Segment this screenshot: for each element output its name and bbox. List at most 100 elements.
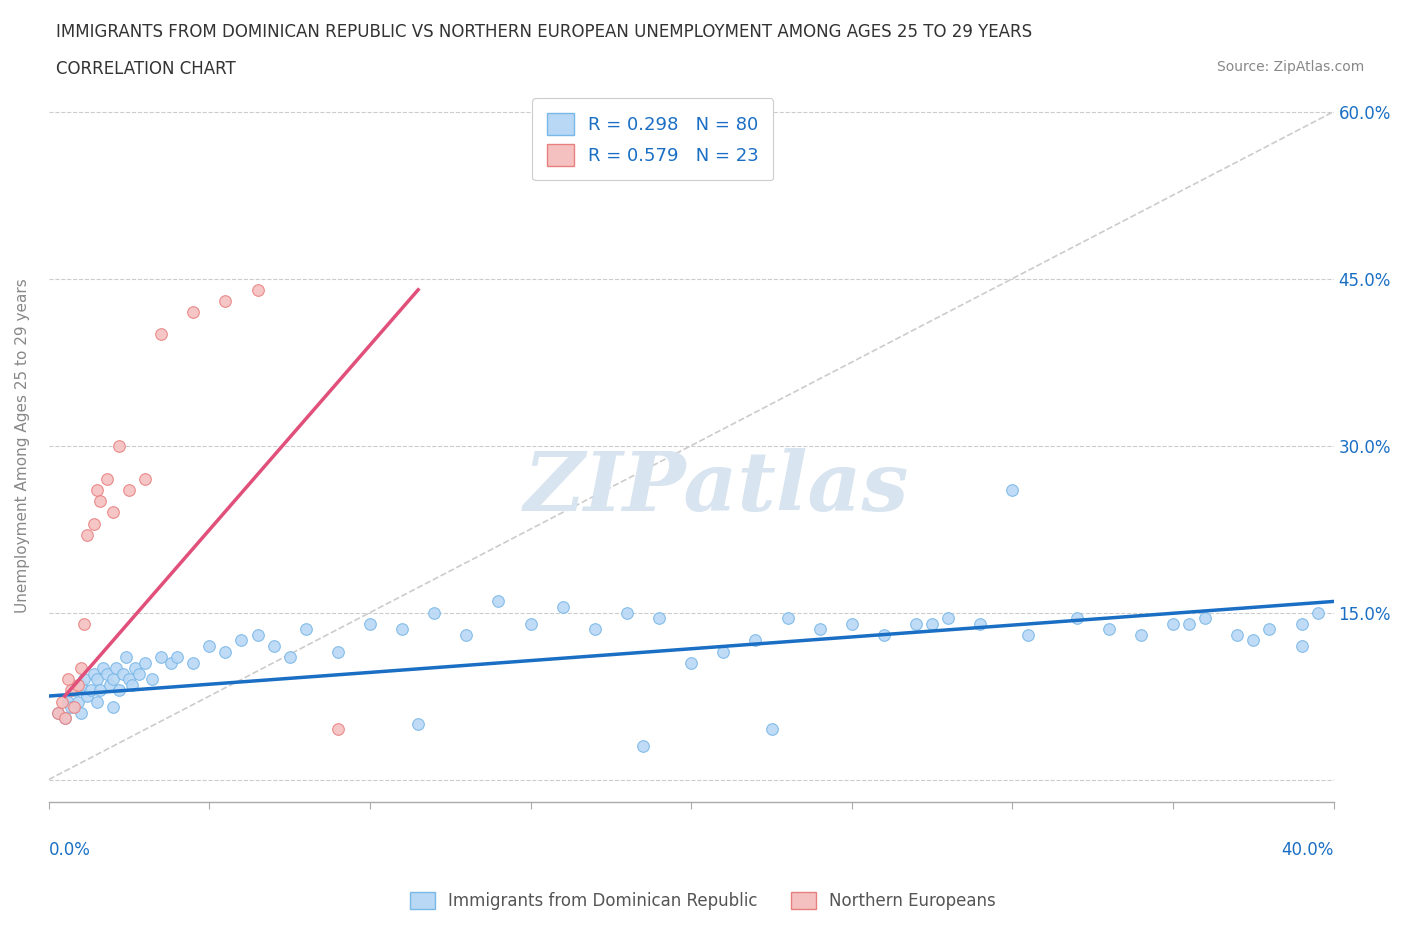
Point — [921, 617, 943, 631]
Point — [423, 605, 446, 620]
Point — [70, 677, 93, 692]
Point — [124, 661, 146, 676]
Point — [134, 472, 156, 486]
Point — [583, 622, 606, 637]
Point — [231, 633, 253, 648]
Point — [101, 505, 124, 520]
Y-axis label: Unemployment Among Ages 25 to 29 years: Unemployment Among Ages 25 to 29 years — [15, 278, 30, 613]
Point — [1129, 628, 1152, 643]
Point — [73, 617, 96, 631]
Point — [105, 661, 128, 676]
Point — [181, 305, 204, 320]
Point — [841, 617, 863, 631]
Point — [808, 622, 831, 637]
Text: IMMIGRANTS FROM DOMINICAN REPUBLIC VS NORTHERN EUROPEAN UNEMPLOYMENT AMONG AGES : IMMIGRANTS FROM DOMINICAN REPUBLIC VS NO… — [56, 23, 1032, 41]
Point — [111, 667, 134, 682]
Point — [56, 694, 79, 709]
Point — [711, 644, 734, 659]
Text: Source: ZipAtlas.com: Source: ZipAtlas.com — [1216, 60, 1364, 74]
Point — [96, 667, 118, 682]
Point — [63, 683, 86, 698]
Point — [1241, 633, 1264, 648]
Point — [1066, 611, 1088, 626]
Point — [905, 617, 928, 631]
Point — [246, 283, 269, 298]
Point — [294, 622, 316, 637]
Point — [1306, 605, 1329, 620]
Point — [93, 661, 115, 676]
Text: CORRELATION CHART: CORRELATION CHART — [56, 60, 236, 78]
Point — [63, 699, 86, 714]
Point — [56, 672, 79, 687]
Point — [214, 294, 236, 309]
Point — [456, 628, 478, 643]
Point — [128, 667, 150, 682]
Text: 0.0%: 0.0% — [49, 841, 90, 859]
Point — [83, 516, 105, 531]
Text: ZIPatlas: ZIPatlas — [524, 448, 910, 528]
Point — [150, 650, 173, 665]
Point — [53, 711, 76, 725]
Point — [134, 656, 156, 671]
Point — [631, 738, 654, 753]
Point — [761, 722, 783, 737]
Point — [1194, 611, 1216, 626]
Point — [48, 705, 70, 720]
Point — [519, 617, 541, 631]
Point — [551, 600, 574, 615]
Point — [83, 667, 105, 682]
Point — [776, 611, 799, 626]
Point — [53, 711, 76, 725]
Text: 40.0%: 40.0% — [1281, 841, 1334, 859]
Point — [1161, 617, 1184, 631]
Point — [118, 672, 141, 687]
Point — [326, 644, 349, 659]
Point — [873, 628, 896, 643]
Point — [66, 694, 89, 709]
Point — [278, 650, 301, 665]
Point — [326, 722, 349, 737]
Point — [60, 699, 83, 714]
Point — [66, 677, 89, 692]
Point — [263, 639, 285, 654]
Point — [48, 705, 70, 720]
Point — [214, 644, 236, 659]
Point — [150, 326, 173, 341]
Point — [1291, 639, 1313, 654]
Point — [744, 633, 766, 648]
Point — [86, 694, 108, 709]
Point — [121, 677, 143, 692]
Point — [108, 438, 131, 453]
Point — [76, 527, 98, 542]
Point — [246, 628, 269, 643]
Point — [1291, 617, 1313, 631]
Point — [86, 672, 108, 687]
Point — [86, 483, 108, 498]
Point — [98, 677, 121, 692]
Point — [166, 650, 188, 665]
Point — [1017, 628, 1039, 643]
Point — [359, 617, 381, 631]
Point — [1226, 628, 1249, 643]
Point — [96, 472, 118, 486]
Point — [1258, 622, 1281, 637]
Point — [141, 672, 163, 687]
Point — [488, 594, 510, 609]
Point — [616, 605, 638, 620]
Point — [118, 483, 141, 498]
Point — [1178, 617, 1201, 631]
Point — [181, 656, 204, 671]
Point — [115, 650, 138, 665]
Point — [89, 683, 111, 698]
Point — [101, 672, 124, 687]
Point — [406, 716, 429, 731]
Point — [60, 683, 83, 698]
Point — [73, 672, 96, 687]
Point — [969, 617, 991, 631]
Point — [1001, 483, 1024, 498]
Point — [1098, 622, 1121, 637]
Point — [70, 705, 93, 720]
Point — [936, 611, 959, 626]
Legend: R = 0.298   N = 80, R = 0.579   N = 23: R = 0.298 N = 80, R = 0.579 N = 23 — [531, 99, 773, 180]
Point — [108, 683, 131, 698]
